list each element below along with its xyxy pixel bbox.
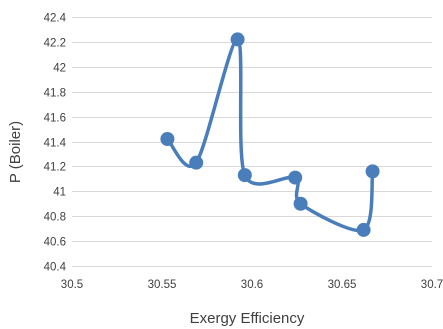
x-tick-label: 30.6 (241, 279, 263, 291)
y-axis-ticks: 40.4 40.6 40.8 41 41.2 41.4 41.6 41.8 42 42.2 42.4 (44, 13, 67, 274)
data-series (160, 32, 380, 237)
x-tick-label: 30.5 (61, 279, 83, 291)
data-point (356, 222, 371, 237)
data-point (293, 196, 308, 211)
y-tick-label: 42.4 (44, 13, 67, 25)
x-tick-label: 30.55 (148, 279, 177, 291)
data-point (237, 168, 252, 183)
y-tick-label: 41 (53, 187, 66, 199)
y-tick-label: 41.8 (44, 88, 66, 100)
y-tick-label: 40.4 (44, 262, 67, 274)
data-point (365, 164, 380, 179)
series-line (165, 37, 375, 233)
y-tick-label: 40.6 (44, 237, 66, 249)
data-point (189, 155, 204, 170)
data-point (230, 32, 245, 47)
y-tick-label: 42.2 (44, 38, 66, 50)
data-point (288, 170, 303, 185)
data-point (160, 132, 175, 147)
x-tick-label: 30.7 (421, 279, 443, 291)
y-tick-label: 41.2 (44, 162, 66, 174)
y-tick-label: 40.8 (44, 212, 66, 224)
x-axis-ticks: 30.5 30.55 30.6 30.65 30.7 (61, 279, 443, 291)
x-axis-title: Exergy Efficiency (190, 310, 305, 327)
gridlines (72, 17, 432, 267)
y-tick-label: 41.6 (44, 113, 66, 125)
x-tick-label: 30.65 (328, 279, 357, 291)
y-tick-label: 41.4 (44, 138, 67, 150)
y-axis-title: P (Boiler) (7, 121, 24, 183)
y-tick-label: 42 (53, 63, 66, 75)
